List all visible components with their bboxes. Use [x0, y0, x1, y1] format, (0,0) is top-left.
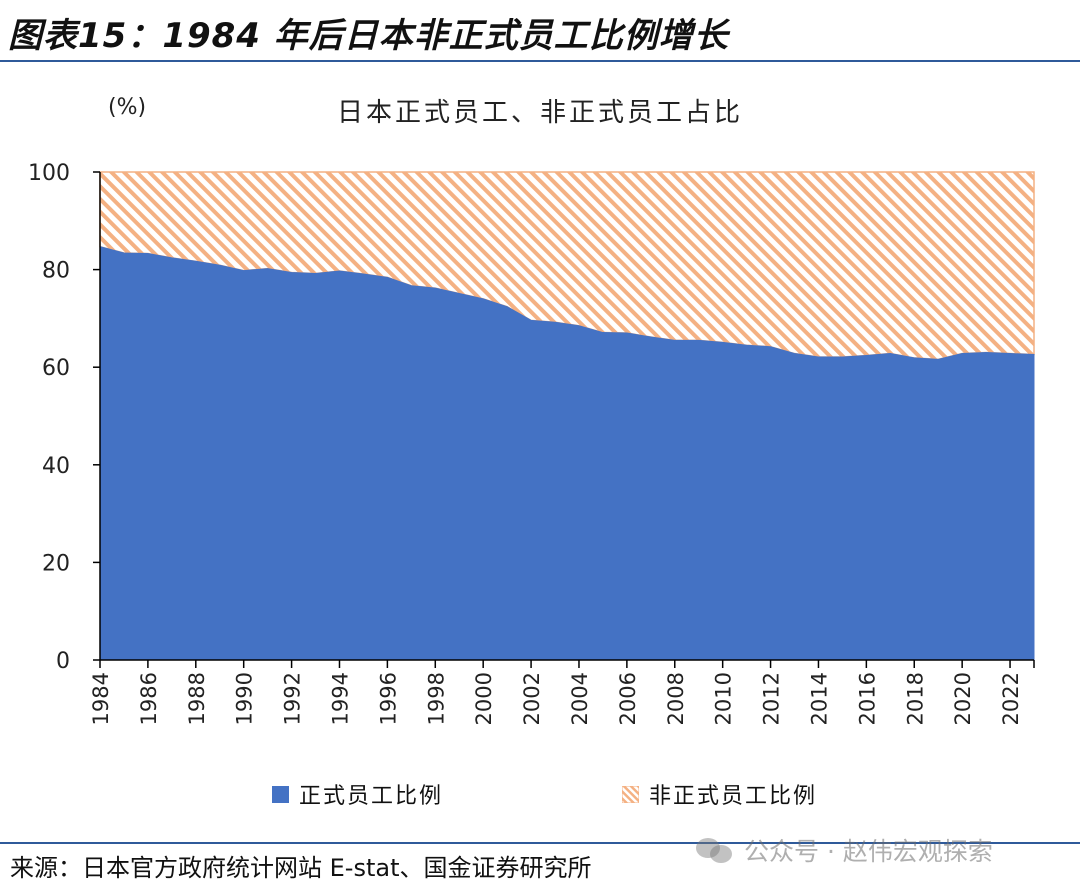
source-note: 来源：日本官方政府统计网站 E-stat、国金证券研究所 [10, 854, 592, 882]
x-tick-label: 2006 [616, 672, 640, 725]
x-tick-label: 2002 [520, 672, 544, 725]
y-axis-unit-label: (%) [108, 95, 147, 120]
x-tick-label: 1986 [137, 672, 161, 725]
x-tick-label: 2016 [855, 672, 879, 725]
x-tick-label: 2012 [760, 672, 784, 725]
y-tick-label: 0 [56, 649, 70, 674]
y-tick-label: 100 [28, 161, 70, 186]
x-tick-label: 1992 [281, 672, 305, 725]
legend: 正式员工比例 非正式员工比例 [0, 778, 1080, 810]
x-tick-label: 2004 [568, 672, 592, 725]
title-rule [0, 60, 1080, 62]
x-tick-label: 1984 [89, 672, 113, 725]
legend-item-irregular: 非正式员工比例 [622, 778, 817, 810]
x-tick-label: 2000 [472, 672, 496, 725]
watermark-text: 公众号 · 赵伟宏观探索 [744, 837, 993, 866]
source-rule [0, 842, 1080, 844]
series-area-regular [99, 246, 1035, 661]
x-tick-label: 1988 [185, 672, 209, 725]
x-tick-label: 2014 [807, 672, 831, 725]
area-chart: 0 20 40 60 80 100 1984 1986 1988 1990 1992 1994 1996… [28, 161, 1035, 725]
chart-title: 日本正式员工、非正式员工占比 [336, 98, 743, 128]
legend-item-regular: 正式员工比例 [272, 778, 443, 810]
legend-label-regular: 正式员工比例 [299, 784, 444, 809]
y-tick-label: 20 [42, 551, 70, 576]
watermark: 公众号 · 赵伟宏观探索 [696, 832, 993, 868]
y-tick-label: 60 [42, 356, 70, 381]
x-tick-label: 2010 [712, 672, 736, 725]
x-tick-label: 2020 [951, 672, 975, 725]
x-tick-label: 2018 [903, 672, 927, 725]
y-tick-label: 40 [42, 454, 70, 479]
wechat-icon [696, 836, 736, 864]
x-tick-label: 2022 [999, 672, 1023, 725]
y-tick-label: 80 [42, 259, 70, 284]
legend-label-irregular: 非正式员工比例 [649, 784, 818, 809]
legend-swatch-regular [272, 785, 289, 803]
legend-swatch-irregular [622, 785, 639, 803]
x-tick-label: 1994 [328, 672, 352, 725]
x-tick-label: 1996 [376, 672, 400, 725]
figure-title: 图表15：1984 年后日本非正式员工比例增长 [8, 16, 729, 56]
x-tick-label: 1998 [424, 672, 448, 725]
x-tick-label: 2008 [664, 672, 688, 725]
x-tick-label: 1990 [233, 672, 257, 725]
